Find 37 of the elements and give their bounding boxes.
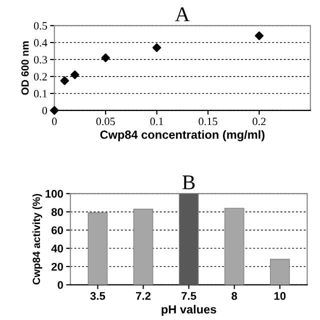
point — [50, 106, 59, 115]
y-axis-title: OD 600 nm — [21, 41, 29, 95]
y-tick-label: 20 — [51, 262, 63, 271]
x-tick-label: 0.1 — [150, 118, 164, 126]
bar — [133, 208, 154, 285]
x-tick-label: 7.5 — [182, 292, 196, 300]
bar — [88, 212, 108, 285]
point — [152, 43, 162, 52]
y-tick-label: 60 — [52, 226, 63, 234]
x-tick-label: 8 — [232, 292, 238, 300]
y-tick-label: 80 — [51, 208, 63, 216]
x-axis-title: pH values — [162, 304, 216, 316]
y-tick-label: 100 — [46, 190, 63, 198]
x-tick-label: 7.2 — [136, 292, 151, 300]
point — [254, 31, 264, 40]
y-tick-label: 0.1 — [34, 90, 47, 98]
x-axis-title: Cwp84 concentration (mg/ml) — [100, 130, 264, 142]
x-tick-label: 0.15 — [198, 118, 218, 126]
y-axis-title: Cwp84 activity (%) — [32, 194, 42, 284]
bar — [270, 258, 290, 285]
y-tick-label: 0 — [42, 106, 48, 114]
y-tick-label: 0.3 — [34, 56, 48, 64]
y-tick-label: 0.2 — [34, 72, 47, 80]
point — [101, 53, 110, 62]
x-tick-label: 0.05 — [96, 118, 115, 126]
bar — [224, 208, 244, 285]
y-tick-label: 0.4 — [34, 39, 48, 47]
chart-title: B — [182, 176, 195, 190]
chart-title: A — [175, 7, 190, 22]
x-tick-label: 10 — [274, 292, 286, 300]
x-tick-label: 0.2 — [252, 118, 266, 126]
point — [70, 70, 80, 80]
y-tick-label: 0.5 — [34, 22, 48, 30]
point — [60, 76, 70, 86]
y-tick-label: 40 — [51, 244, 63, 252]
y-tick-label: 0 — [58, 281, 63, 289]
x-tick-label: 3.5 — [90, 292, 106, 300]
